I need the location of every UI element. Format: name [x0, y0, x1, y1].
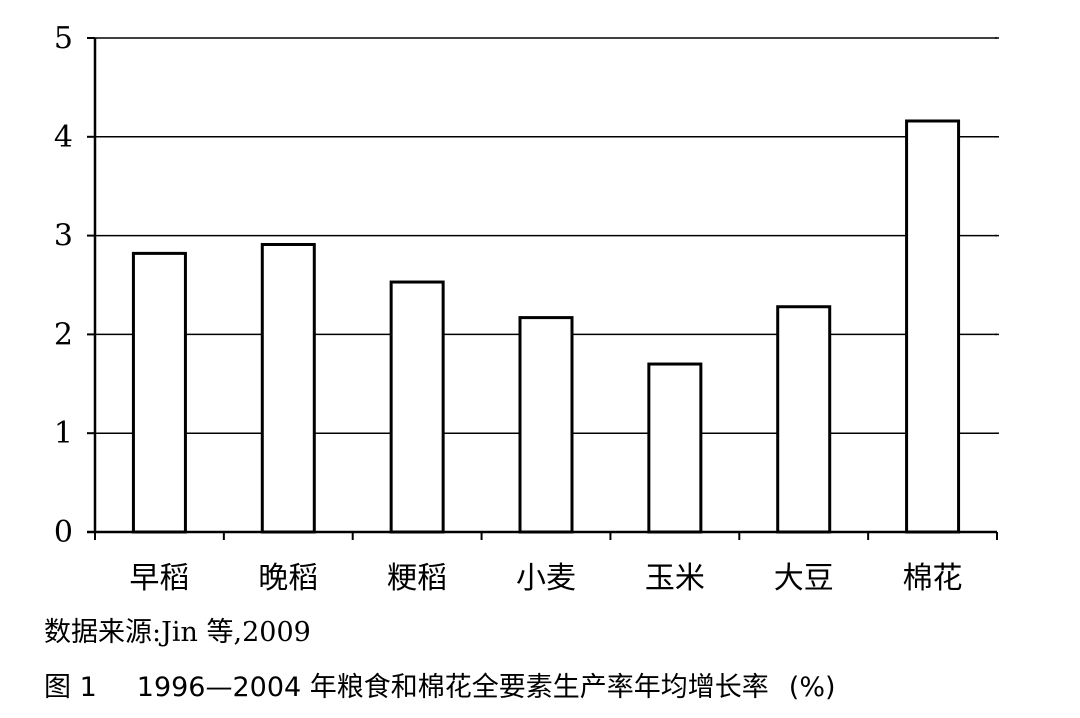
- axes: [87, 37, 999, 540]
- figure-number: 图 1: [44, 672, 97, 703]
- x-category-label: 棉花: [903, 561, 963, 596]
- figure-unit: (%): [788, 672, 836, 703]
- x-category-label: 早稻: [129, 561, 189, 596]
- x-category-label: 小麦: [516, 561, 576, 596]
- x-category-label: 大豆: [774, 561, 834, 596]
- y-tick-label: 0: [54, 515, 73, 550]
- y-tick-label: 4: [54, 120, 73, 155]
- source-note: 数据来源:Jin 等,2009: [44, 617, 311, 648]
- axis-labels: 0 1 2 3 4 5 早稻 晚稻 粳稻 小麦 玉米 大豆 棉花: [54, 21, 963, 596]
- y-tick-label: 5: [54, 21, 73, 56]
- bar-7: [905, 119, 961, 534]
- bar-1: [131, 251, 187, 534]
- x-category-label: 玉米: [645, 561, 705, 596]
- x-category-label: 晚稻: [258, 561, 318, 596]
- bar-6: [776, 305, 832, 534]
- bars: [131, 119, 961, 534]
- figure-caption: 图 1 1996—2004 年粮食和棉花全要素生产率年均增长率 (%): [44, 665, 836, 704]
- y-tick-label: 3: [54, 219, 73, 254]
- gridlines: [95, 37, 997, 434]
- y-tick-label: 1: [54, 416, 73, 451]
- bar-3: [389, 280, 445, 534]
- bar-5: [647, 362, 703, 534]
- y-tick-label: 2: [54, 317, 73, 352]
- bar-2: [260, 242, 316, 534]
- x-category-label: 粳稻: [387, 561, 447, 596]
- figure-title: 1996—2004 年粮食和棉花全要素生产率年均增长率: [136, 672, 769, 703]
- bar-chart: 0 1 2 3 4 5 早稻 晚稻 粳稻 小麦 玉米 大豆 棉花: [54, 21, 999, 596]
- bar-4: [518, 316, 574, 534]
